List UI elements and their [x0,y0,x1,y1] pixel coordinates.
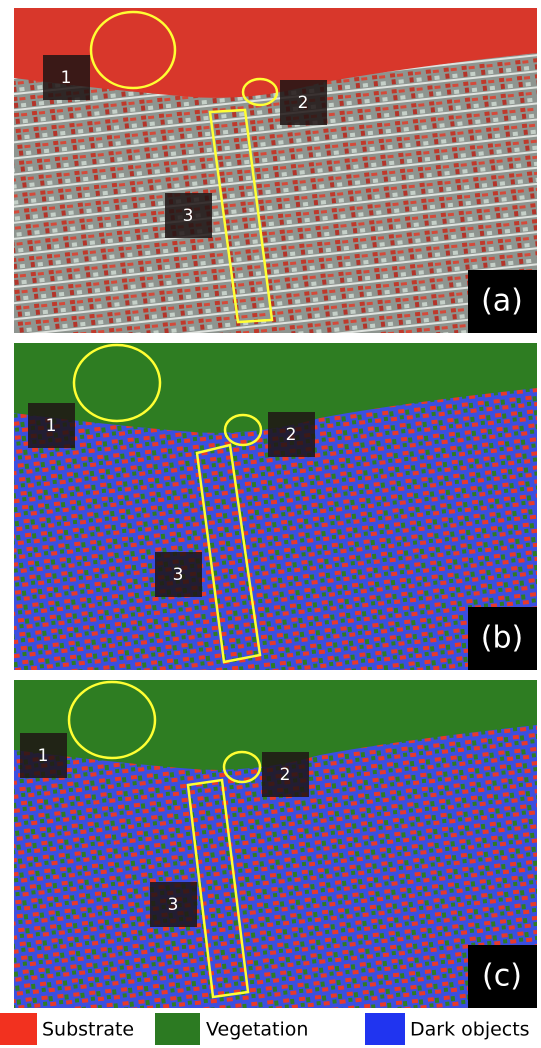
highlight-circle [89,10,177,90]
panel-top-region [14,343,537,433]
panel-top-region [14,680,537,770]
marker-box [155,552,202,597]
marker-label: 1 [61,68,72,88]
marker-box [43,55,90,100]
legend: Substrate Vegetation Dark objects [0,1013,530,1045]
marker-label: 3 [183,206,194,226]
marker-label: 1 [46,416,57,436]
marker-box [165,193,212,238]
panels: 1 2 3 (a) 1 2 3 (b) 1 2 3 (c) [14,8,537,1008]
marker-label: 2 [280,765,291,785]
panel: 1 2 3 (b) [14,343,537,670]
marker-label: 2 [298,93,309,113]
highlight-rect [186,778,250,999]
marker-box [268,412,315,457]
panel-label-box [468,607,537,670]
highlight-circle [241,77,279,107]
legend-swatch [365,1013,405,1045]
highlight-circle [67,680,157,760]
marker-box [20,733,67,778]
marker-label: 1 [38,746,49,766]
highlight-rect [195,443,262,664]
panel-label: (a) [481,284,523,319]
marker-box [262,752,309,797]
highlight-circle [222,750,262,784]
marker-label: 3 [168,895,179,915]
panel-label: (b) [481,621,523,656]
legend-label: Substrate [42,1019,134,1041]
legend-label: Dark objects [410,1019,530,1041]
panel-top-region [14,8,537,98]
panel: 1 2 3 (a) [14,8,537,333]
highlight-circle [72,343,162,423]
highlight-circle [223,413,263,447]
legend-swatch [0,1013,37,1045]
highlight-rect [208,108,274,324]
panel-label-box [468,945,537,1008]
marker-label: 3 [173,565,184,585]
panel-label: (c) [482,959,522,994]
marker-box [150,882,197,927]
marker-box [28,403,75,448]
legend-swatch [155,1013,200,1045]
panel-label-box [468,270,537,333]
legend-label: Vegetation [206,1019,308,1041]
panel: 1 2 3 (c) [14,680,537,1008]
marker-box [280,80,327,125]
marker-label: 2 [286,425,297,445]
